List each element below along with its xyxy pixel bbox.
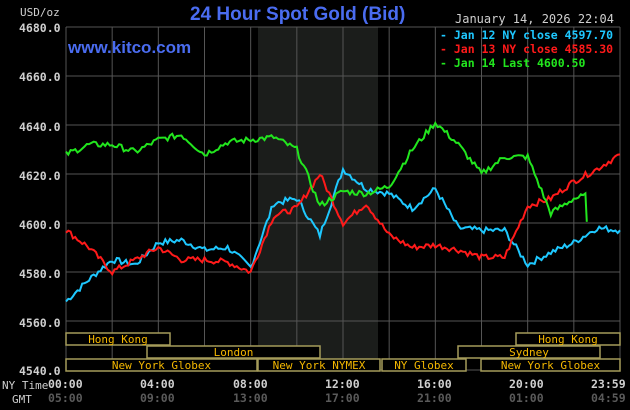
svg-text:Sydney: Sydney — [509, 346, 549, 359]
x-tick-ny: 16:00 — [417, 377, 452, 391]
x-tick-gmt: 21:00 — [417, 391, 452, 405]
chart-title: 24 Hour Spot Gold (Bid) — [190, 4, 406, 25]
grid-lines — [65, 26, 621, 371]
x-tick-ny: 04:00 — [140, 377, 175, 391]
x-tick-gmt: 17:00 — [325, 391, 360, 405]
x-tick-gmt: 04:59 — [591, 391, 626, 405]
price-lines — [65, 120, 621, 303]
legend-item-jan13: - Jan 13 NY close 4585.30 — [440, 42, 614, 56]
x-tick-ny: 20:00 — [509, 377, 544, 391]
x-tick-ny: 23:59 — [591, 377, 626, 391]
x-tick-gmt: 05:00 — [48, 391, 83, 405]
y-tick: 4680.0 — [19, 21, 61, 35]
y-tick: 4560.0 — [19, 316, 61, 330]
legend: - Jan 12 NY close 4597.70 - Jan 13 NY cl… — [440, 28, 613, 70]
nymex-shaded-region — [258, 27, 378, 370]
gmt-label: GMT — [12, 393, 32, 406]
y-tick: 4540.0 — [19, 364, 61, 378]
y-tick: 4640.0 — [19, 120, 61, 134]
svg-text:Hong Kong: Hong Kong — [88, 333, 148, 346]
svg-text:London: London — [214, 346, 254, 359]
x-tick-gmt: 13:00 — [233, 391, 268, 405]
site-watermark: www.kitco.com — [68, 38, 192, 57]
svg-text:New York Globex: New York Globex — [501, 359, 601, 372]
svg-text:New York NYMEX: New York NYMEX — [273, 359, 366, 372]
x-tick-gmt: 01:00 — [509, 391, 544, 405]
x-tick-ny: 08:00 — [233, 377, 268, 391]
svg-text:New York Globex: New York Globex — [112, 359, 212, 372]
y-tick: 4600.0 — [19, 218, 61, 232]
svg-text:Hong Kong: Hong Kong — [538, 333, 598, 346]
legend-item-jan12: - Jan 12 NY close 4597.70 — [440, 28, 614, 42]
x-tick-gmt: 09:00 — [140, 391, 175, 405]
ny-time-label: NY Time — [2, 379, 49, 392]
y-tick: 4580.0 — [19, 267, 61, 281]
y-tick: 4620.0 — [19, 169, 61, 183]
svg-text:NY Globex: NY Globex — [394, 359, 454, 372]
x-tick-ny: 00:00 — [48, 377, 83, 391]
x-tick-ny: 12:00 — [325, 377, 360, 391]
y-tick: 4660.0 — [19, 70, 61, 84]
legend-item-jan14: - Jan 14 Last 4600.50 — [440, 56, 586, 70]
y-axis-unit: USD/oz — [20, 6, 60, 19]
chart-timestamp: January 14, 2026 22:04 — [455, 12, 614, 26]
